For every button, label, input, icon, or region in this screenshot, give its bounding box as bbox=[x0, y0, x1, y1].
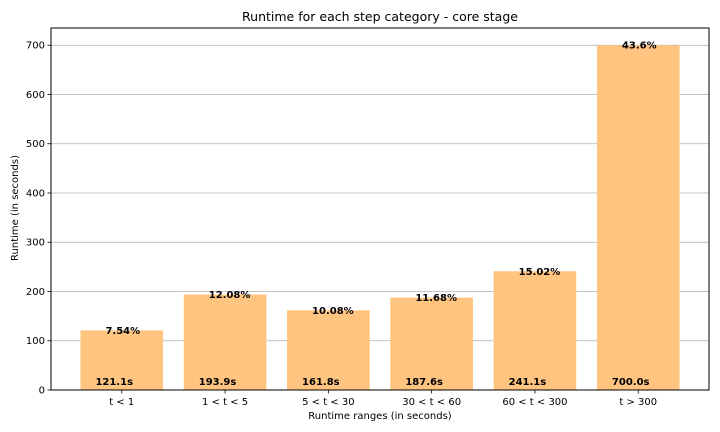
bar bbox=[287, 310, 370, 390]
percent-label: 10.08% bbox=[312, 306, 354, 317]
x-tick-label: 60 < t < 300 bbox=[502, 397, 567, 408]
x-axis-ticks: t < 1 1 < t < 5 5 < t < 30 30 < t < 60 60 < … bbox=[109, 390, 657, 408]
percent-label: 15.02% bbox=[519, 267, 561, 278]
y-tick-label: 500 bbox=[26, 139, 45, 150]
bar bbox=[183, 294, 267, 390]
y-tick-label: 0 bbox=[39, 386, 45, 397]
percent-label: 43.6% bbox=[622, 41, 657, 52]
runtime-label: 193.9s bbox=[199, 377, 237, 388]
runtime-label: 121.1s bbox=[95, 377, 133, 388]
bars bbox=[80, 45, 680, 390]
bar bbox=[390, 297, 473, 390]
percent-label: 7.54% bbox=[105, 326, 140, 337]
x-axis-label: Runtime ranges (in seconds) bbox=[308, 411, 451, 422]
bar-labels: 7.54% 121.1s 12.08% 193.9s 10.08% 161.8s 11.68… bbox=[95, 41, 656, 388]
y-tick-label: 400 bbox=[26, 188, 45, 199]
x-tick-label: t > 300 bbox=[619, 397, 657, 408]
x-tick-label: 30 < t < 60 bbox=[402, 397, 461, 408]
y-tick-label: 700 bbox=[26, 41, 45, 52]
runtime-label: 161.8s bbox=[302, 377, 340, 388]
bar bbox=[596, 45, 680, 390]
x-tick-label: 1 < t < 5 bbox=[202, 397, 248, 408]
percent-label: 11.68% bbox=[415, 293, 457, 304]
runtime-label: 700.0s bbox=[612, 377, 650, 388]
y-tick-label: 200 bbox=[26, 287, 45, 298]
x-tick-label: t < 1 bbox=[109, 397, 134, 408]
plot-frame bbox=[50, 27, 710, 391]
y-tick-label: 600 bbox=[26, 90, 45, 101]
chart-title: Runtime for each step category - core st… bbox=[242, 9, 518, 24]
y-axis-ticks: 0 100 200 300 400 500 600 700 bbox=[26, 41, 51, 397]
bar bbox=[493, 271, 577, 390]
x-tick-label: 5 < t < 30 bbox=[302, 397, 354, 408]
bar bbox=[80, 330, 164, 390]
percent-label: 12.08% bbox=[209, 290, 251, 301]
runtime-label: 187.6s bbox=[405, 377, 443, 388]
y-axis-label: Runtime (in seconds) bbox=[10, 155, 21, 261]
runtime-label: 241.1s bbox=[509, 377, 547, 388]
y-tick-label: 300 bbox=[26, 238, 45, 249]
y-tick-label: 100 bbox=[26, 336, 45, 347]
